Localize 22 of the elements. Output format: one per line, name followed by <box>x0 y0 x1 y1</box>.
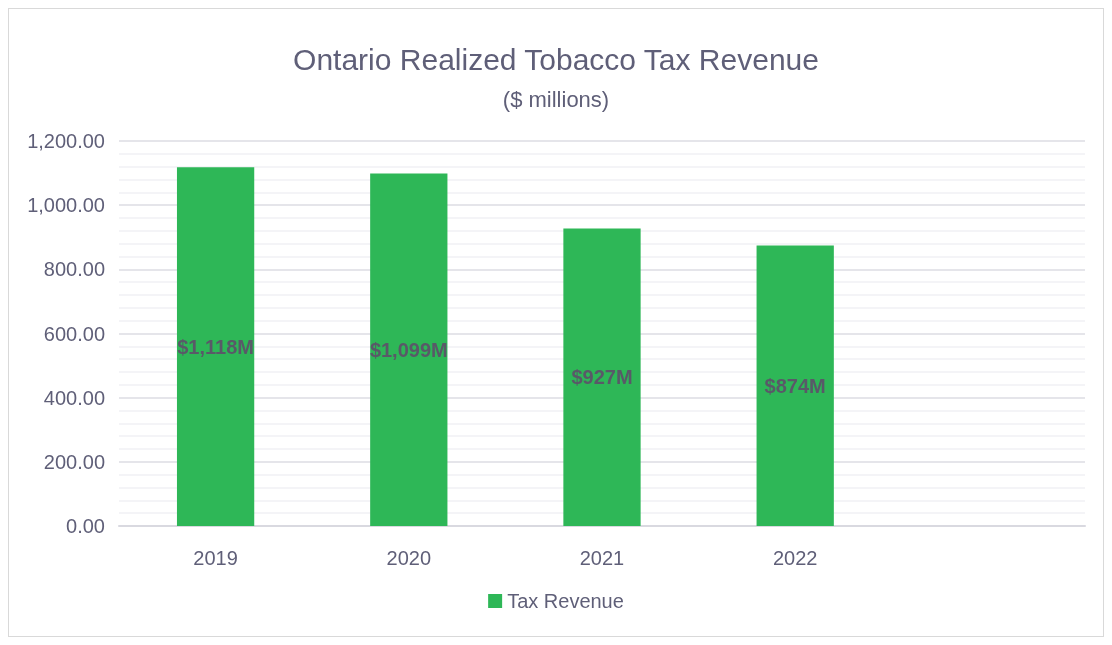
bar <box>756 245 834 526</box>
data-label: $927M <box>571 366 633 389</box>
y-tick-label: 0.00 <box>66 515 105 537</box>
y-tick-label: 600.00 <box>43 322 105 345</box>
y-tick-label: 800.00 <box>43 258 105 281</box>
data-label: $1,118M <box>177 335 254 358</box>
x-tick-label: 2020 <box>386 547 432 569</box>
bar <box>176 167 255 526</box>
data-label: $1,099M <box>369 338 448 361</box>
bar <box>563 228 641 526</box>
y-tick-label: 1,200.00 <box>27 130 105 152</box>
y-tick-label: 400.00 <box>43 386 105 409</box>
x-tick-label: 2019 <box>193 547 238 569</box>
chart-title: Ontario Realized Tobacco Tax Revenue <box>293 42 819 76</box>
data-label: $874M <box>764 374 826 397</box>
bar <box>370 173 448 526</box>
y-tick-label: 1,000.00 <box>27 194 105 217</box>
x-tick-label: 2022 <box>772 547 818 569</box>
x-tick-label: 2021 <box>579 547 625 569</box>
chart-subtitle: ($ millions) <box>502 86 610 112</box>
y-tick-label: 200.00 <box>43 450 105 473</box>
legend-label: Tax Revenue <box>507 590 624 612</box>
